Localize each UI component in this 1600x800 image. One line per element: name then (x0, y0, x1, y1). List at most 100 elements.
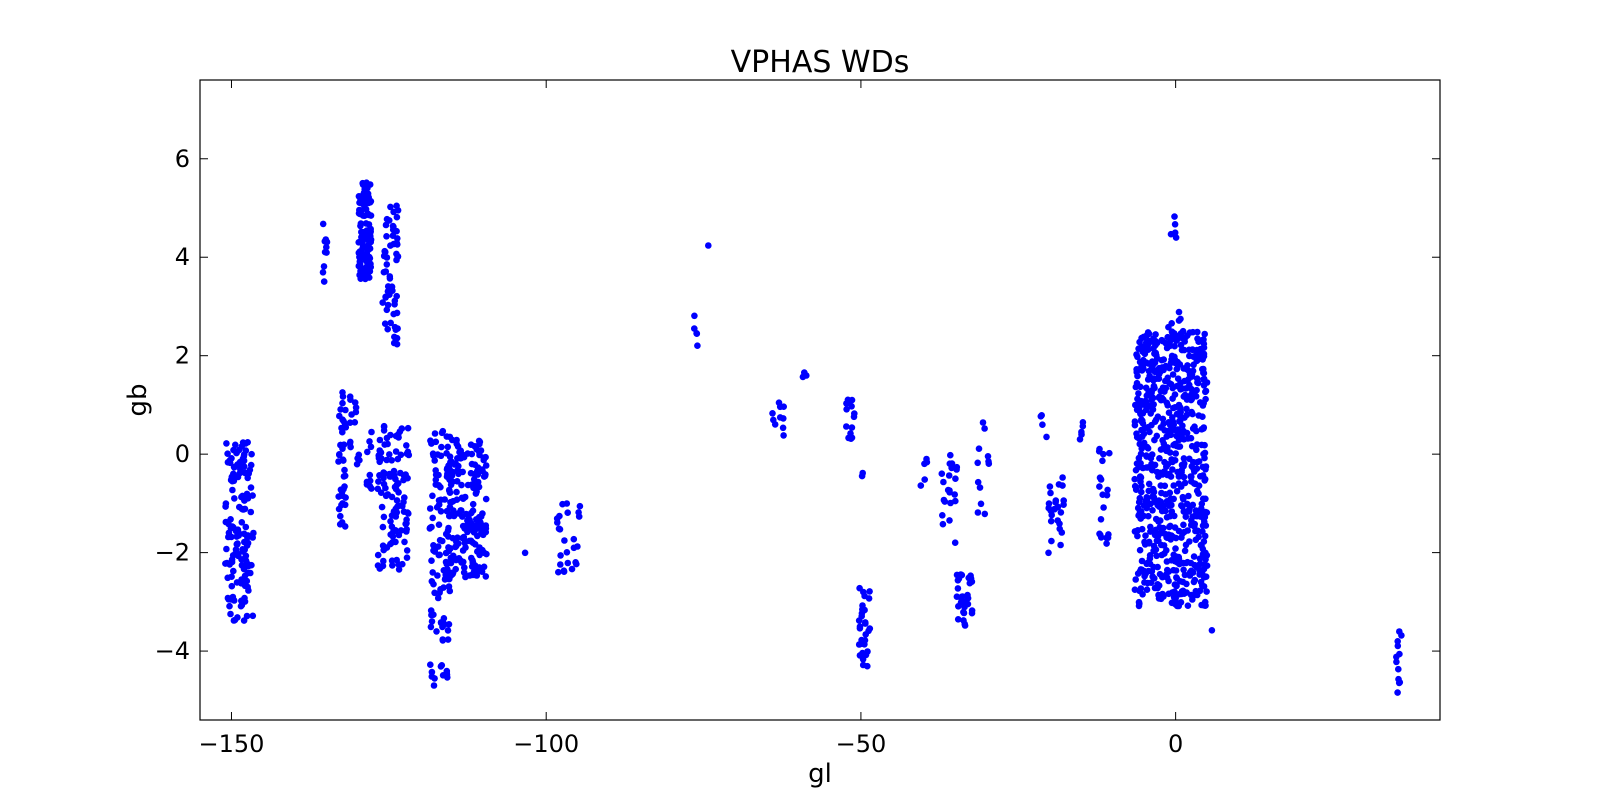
data-point (445, 524, 452, 532)
data-point (244, 569, 252, 577)
data-point (449, 436, 456, 444)
data-point (952, 475, 959, 483)
data-point (428, 557, 435, 564)
data-point (379, 523, 387, 531)
data-point (1103, 540, 1110, 547)
data-point (1192, 536, 1200, 544)
data-point (229, 477, 236, 485)
data-point (230, 446, 237, 454)
data-point (449, 478, 456, 486)
data-point (239, 546, 246, 553)
y-tick-label: 0 (175, 440, 190, 468)
data-point (859, 649, 866, 657)
data-point (850, 413, 858, 421)
data-point (1159, 415, 1167, 423)
data-point (1148, 451, 1156, 458)
data-point (1201, 330, 1208, 338)
data-point (940, 496, 948, 504)
data-point (959, 593, 966, 600)
data-point (961, 603, 968, 611)
data-point (1151, 436, 1158, 444)
data-point (1180, 455, 1188, 462)
data-point (480, 563, 488, 571)
data-point (436, 536, 444, 544)
data-point (1163, 433, 1170, 440)
data-point (223, 559, 231, 567)
data-point (337, 406, 344, 413)
data-point (1158, 507, 1166, 515)
data-point (445, 547, 453, 555)
data-point (862, 631, 869, 638)
data-point (341, 466, 348, 474)
data-point (1192, 393, 1200, 400)
data-point (247, 484, 255, 491)
data-point (403, 442, 410, 449)
data-point (397, 527, 405, 534)
data-point (1138, 525, 1146, 533)
data-point (1140, 343, 1147, 350)
data-point (232, 441, 239, 449)
data-point (951, 491, 958, 498)
data-point (1194, 379, 1201, 386)
x-axis-ticks: −150 −100 −50 0 (199, 80, 1183, 758)
data-point (1078, 428, 1085, 436)
data-point (1135, 598, 1143, 606)
data-point (368, 485, 375, 492)
data-point (347, 396, 354, 404)
data-point (1178, 466, 1185, 474)
data-point (387, 431, 394, 439)
data-point (482, 453, 489, 461)
data-point (1186, 538, 1193, 545)
data-point (976, 484, 984, 491)
data-point (1047, 517, 1055, 525)
data-point (386, 451, 393, 458)
data-point (1146, 555, 1154, 562)
data-point (320, 278, 328, 285)
data-point (356, 253, 363, 261)
data-point (1196, 587, 1204, 595)
data-points (222, 179, 1405, 696)
data-point (455, 510, 462, 517)
data-point (1201, 513, 1209, 521)
data-point (1141, 579, 1148, 586)
data-point (359, 179, 367, 187)
data-point (339, 393, 347, 400)
data-point (556, 512, 563, 520)
data-point (387, 203, 394, 211)
data-point (968, 609, 976, 617)
data-point (230, 567, 237, 575)
data-point (864, 648, 871, 655)
data-point (1163, 514, 1171, 521)
data-point (461, 493, 469, 501)
data-point (1181, 479, 1189, 487)
data-point (954, 585, 962, 592)
data-point (243, 577, 251, 585)
data-point (1145, 512, 1152, 520)
data-point (226, 602, 233, 610)
data-point (966, 579, 974, 587)
data-point (224, 450, 231, 458)
data-point (375, 478, 382, 485)
data-point (1106, 449, 1113, 457)
data-point (1145, 487, 1152, 495)
data-point (1095, 448, 1103, 455)
data-point (243, 542, 251, 549)
data-point (356, 210, 364, 218)
data-point (917, 482, 925, 489)
data-point (576, 502, 584, 510)
data-point (377, 563, 385, 571)
data-point (1178, 346, 1186, 354)
data-point (843, 400, 850, 407)
data-point (1199, 356, 1206, 363)
data-point (390, 208, 397, 216)
data-point (396, 428, 404, 435)
data-point (1162, 491, 1169, 498)
data-point (1199, 413, 1206, 421)
data-point (230, 470, 237, 478)
data-point (428, 668, 436, 676)
data-point (231, 495, 238, 502)
data-point (393, 309, 401, 317)
data-point (363, 193, 370, 201)
data-point (458, 481, 465, 489)
data-point (386, 217, 393, 224)
